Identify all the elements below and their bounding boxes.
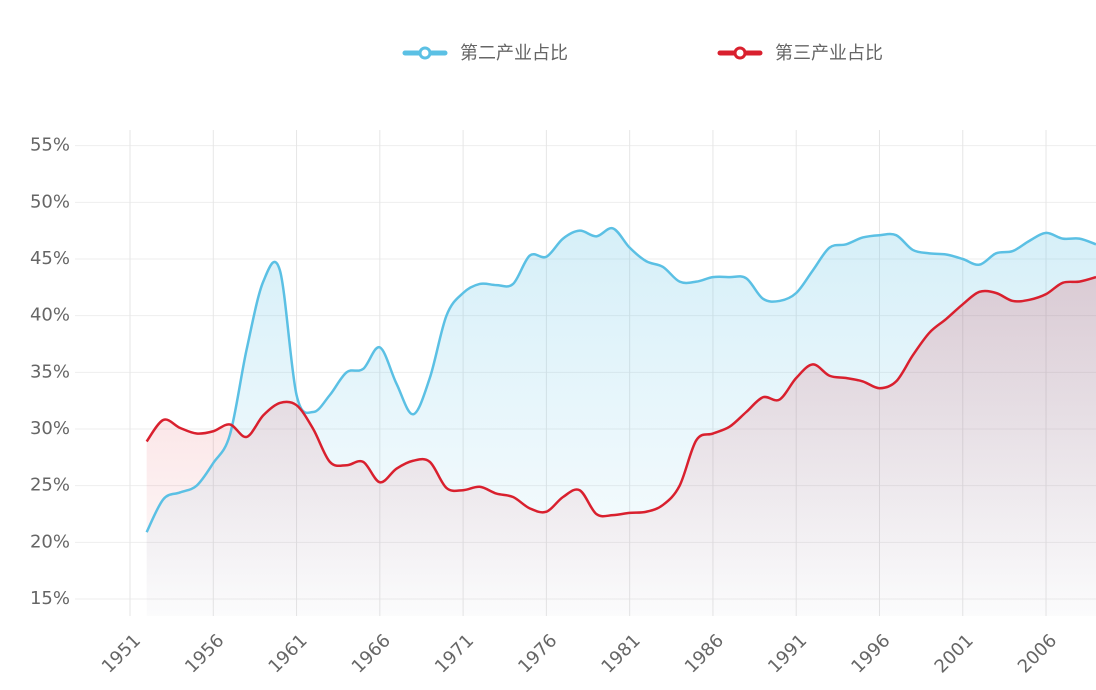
y-tick-label: 50% [30, 191, 70, 212]
x-tick-label: 1976 [514, 630, 561, 677]
x-tick-label: 1961 [264, 630, 311, 677]
x-tick-label: 1956 [181, 630, 228, 677]
legend-item: 第三产业占比 [717, 43, 883, 64]
y-tick-label: 55% [30, 135, 70, 156]
x-tick-label: 1971 [431, 630, 478, 677]
x-tick-label: 1996 [847, 630, 894, 677]
x-tick-label: 2001 [931, 630, 978, 677]
line [145, 275, 1096, 518]
y-tick-label: 20% [30, 531, 70, 552]
line [145, 226, 1096, 533]
legend-label: 第二产业占比 [460, 43, 568, 64]
x-tick-label: 1966 [348, 630, 395, 677]
y-tick-label: 15% [30, 588, 70, 609]
y-tick-label: 25% [30, 475, 70, 496]
x-tick-label: 2006 [1014, 630, 1061, 677]
y-tick-label: 45% [30, 248, 70, 269]
legend-marker [733, 46, 747, 60]
y-tick-label: 35% [30, 361, 70, 382]
x-tick-label: 1981 [597, 630, 644, 677]
legend-label: 第三产业占比 [775, 43, 883, 64]
legend-item: 第二产业占比 [402, 43, 568, 64]
area [146, 277, 1096, 616]
x-tick-label: 1951 [98, 630, 145, 677]
y-tick-label: 30% [30, 418, 70, 439]
x-tick-label: 1986 [681, 630, 728, 677]
legend-marker [418, 46, 432, 60]
y-tick-label: 40% [30, 305, 70, 326]
x-tick-label: 1991 [764, 630, 811, 677]
